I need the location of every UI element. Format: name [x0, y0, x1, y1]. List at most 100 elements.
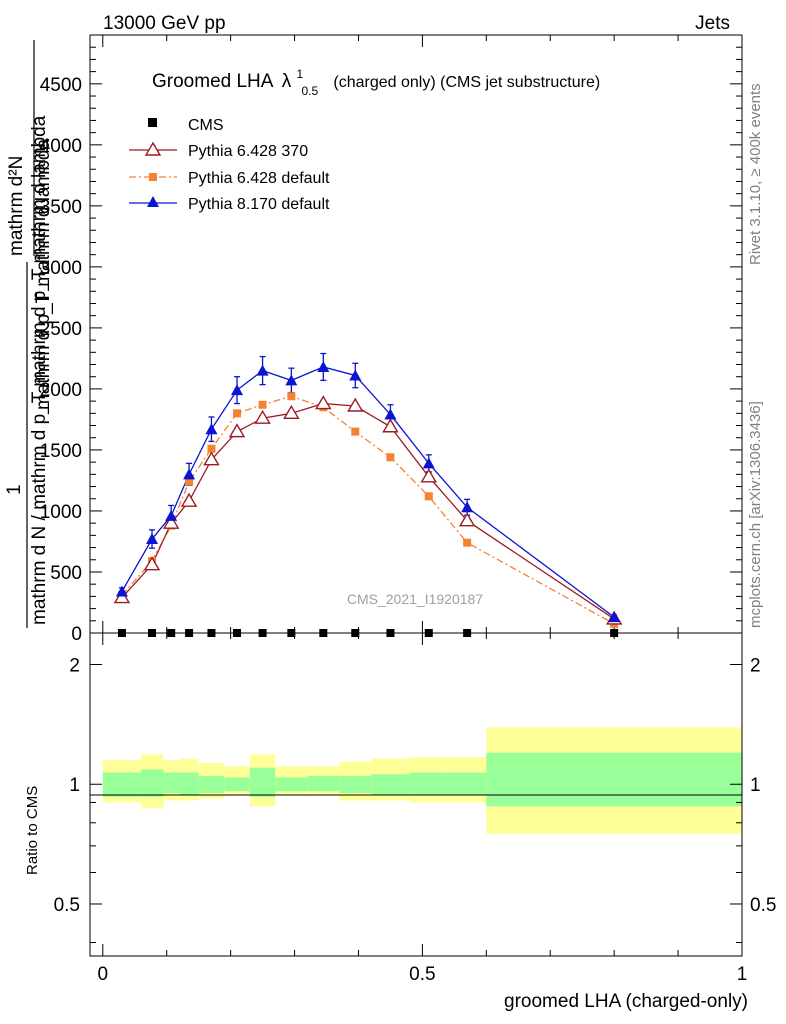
legend-item-py8-default: Pythia 8.170 default [129, 196, 330, 213]
ratio-y-tick-label: 0.5 [54, 895, 80, 916]
ratio-inner-band [486, 752, 742, 807]
y-label-denominator: mathrm d N / mathrm d p_T mathrm d p_T m… [29, 115, 50, 625]
x-tick-label: 0 [97, 964, 108, 985]
legend-label-py6-default: Pythia 6.428 default [188, 170, 330, 187]
point-py8-default [256, 364, 269, 376]
point-py6-default [233, 409, 242, 418]
point-py8-default [183, 468, 196, 480]
main-y-axis-label: mathrm d²N mathrm d p_T mathrm d lambda … [4, 40, 54, 628]
point-py6-370 [458, 512, 476, 527]
chart-title: Groomed LHA λ 1 0.5 (charged only) (CMS … [152, 62, 600, 100]
x-tick-label: 1 [737, 964, 748, 985]
ratio-inner-band [179, 772, 199, 795]
point-py6-370 [420, 468, 438, 483]
main-data-marks [113, 352, 623, 637]
point-py6-370 [283, 404, 300, 420]
ratio-inner-band [198, 775, 225, 794]
main-y-tick-label: 3500 [40, 197, 82, 218]
point-py8-default [205, 423, 218, 435]
chart-title-rest: (charged only) (CMS jet substructure) [333, 74, 600, 91]
series-line-py6-370 [121, 402, 615, 620]
legend-item-py6-370: Pythia 6.428 370 [129, 141, 308, 160]
ratio-plot-frame [89, 632, 743, 957]
legend-label-py8-default: Pythia 8.170 default [188, 196, 330, 213]
point-py8-default [384, 408, 397, 420]
point-py8-default [285, 374, 298, 386]
point-py8-default [461, 501, 474, 513]
ratio-y-tick-label: 1 [69, 775, 80, 796]
point-py6-370 [347, 397, 364, 412]
analysis-label: CMS_2021_I1920187 [347, 591, 483, 607]
main-y-tick-label: 2500 [40, 319, 82, 340]
point-py6-default [287, 392, 296, 401]
ratio-inner-band [249, 767, 276, 797]
point-py6-370 [113, 589, 131, 604]
series-line-py6-default [121, 395, 615, 625]
point-py6-default [463, 538, 472, 547]
legend-marker-py6-default [149, 173, 157, 181]
chart-title-sup: 1 [296, 67, 303, 81]
point-py6-370 [228, 423, 246, 438]
ratio-inner-band [163, 772, 180, 794]
point-py6-370 [203, 451, 220, 466]
legend-marker-py6-370 [144, 141, 162, 156]
x-axis-label: groomed LHA (charged-only) [504, 991, 748, 1012]
point-py6-default [351, 427, 360, 436]
point-py8-default [422, 457, 435, 469]
point-py6-370 [180, 492, 198, 507]
point-py8-default [349, 369, 362, 381]
main-y-tick-label: 0 [71, 624, 82, 645]
ratio-y-tick-label-right: 1 [750, 775, 761, 796]
point-py6-default [386, 453, 395, 462]
rivet-note: Rivet 3.1.10, ≥ 400k events [747, 83, 764, 265]
main-y-tick-label: 2000 [40, 380, 82, 401]
point-py6-370 [382, 418, 399, 433]
series-line-py8-default [121, 366, 615, 618]
point-py6-default [185, 477, 194, 486]
legend-label-cms: CMS [188, 117, 224, 134]
point-py6-370 [162, 514, 180, 529]
ratio-inner-band [409, 772, 448, 795]
ratio-inner-band [447, 772, 487, 795]
ratio-y-tick-label: 2 [69, 655, 80, 676]
chart-title-symbol: λ [282, 71, 292, 92]
legend-item-py6-default: Pythia 6.428 default [129, 170, 330, 187]
main-y-tick-label: 1000 [40, 502, 82, 523]
x-tick-label: 0.5 [409, 964, 435, 985]
ratio-inner-band [141, 769, 164, 797]
point-py6-370 [143, 556, 161, 571]
ratio-bands [102, 727, 742, 834]
y-label-top-numerator: mathrm d²N [6, 156, 27, 256]
energy-label: 13000 GeV pp [103, 13, 226, 34]
point-py8-default [165, 509, 178, 521]
point-py8-default [231, 384, 244, 396]
chart-title-main: Groomed LHA [152, 71, 274, 92]
ratio-axis-ticks: 0.5 0.5 1 1 2 2 0 0.5 1 [54, 633, 776, 985]
ratio-inner-band [371, 774, 410, 795]
ratio-inner-band [102, 772, 142, 797]
point-py6-370 [315, 395, 332, 410]
y-label-top-denominator: mathrm d p_T mathrm d lambda [33, 139, 54, 410]
main-y-tick-label: 4000 [40, 136, 82, 157]
ratio-inner-band [275, 777, 308, 792]
main-y-tick-label: 3000 [40, 258, 82, 279]
legend-item-cms: CMS [148, 117, 224, 134]
legend-label-py6-370: Pythia 6.428 370 [188, 143, 308, 160]
legend-marker-py8-default [147, 196, 159, 207]
ratio-y-tick-label-right: 2 [750, 655, 761, 676]
main-axis-ticks: 0 500 1000 1500 2000 2500 3000 3500 4000 4500 [40, 34, 743, 645]
point-py6-370 [254, 409, 271, 424]
main-y-tick-label: 1500 [40, 441, 82, 462]
ratio-y-tick-label-right: 0.5 [750, 895, 776, 916]
ratio-y-label: Ratio to CMS [24, 786, 41, 875]
ratio-inner-band [339, 775, 372, 794]
ratio-inner-band [307, 775, 340, 792]
y-label-numerator: 1 [4, 484, 25, 495]
point-py6-default [207, 444, 216, 453]
point-py6-default [424, 492, 433, 501]
main-y-tick-label: 4500 [40, 75, 82, 96]
mcplots-note: mcplots.cern.ch [arXiv:1306.3436] [747, 401, 764, 628]
point-py8-default [608, 611, 621, 623]
point-py8-default [317, 360, 330, 372]
